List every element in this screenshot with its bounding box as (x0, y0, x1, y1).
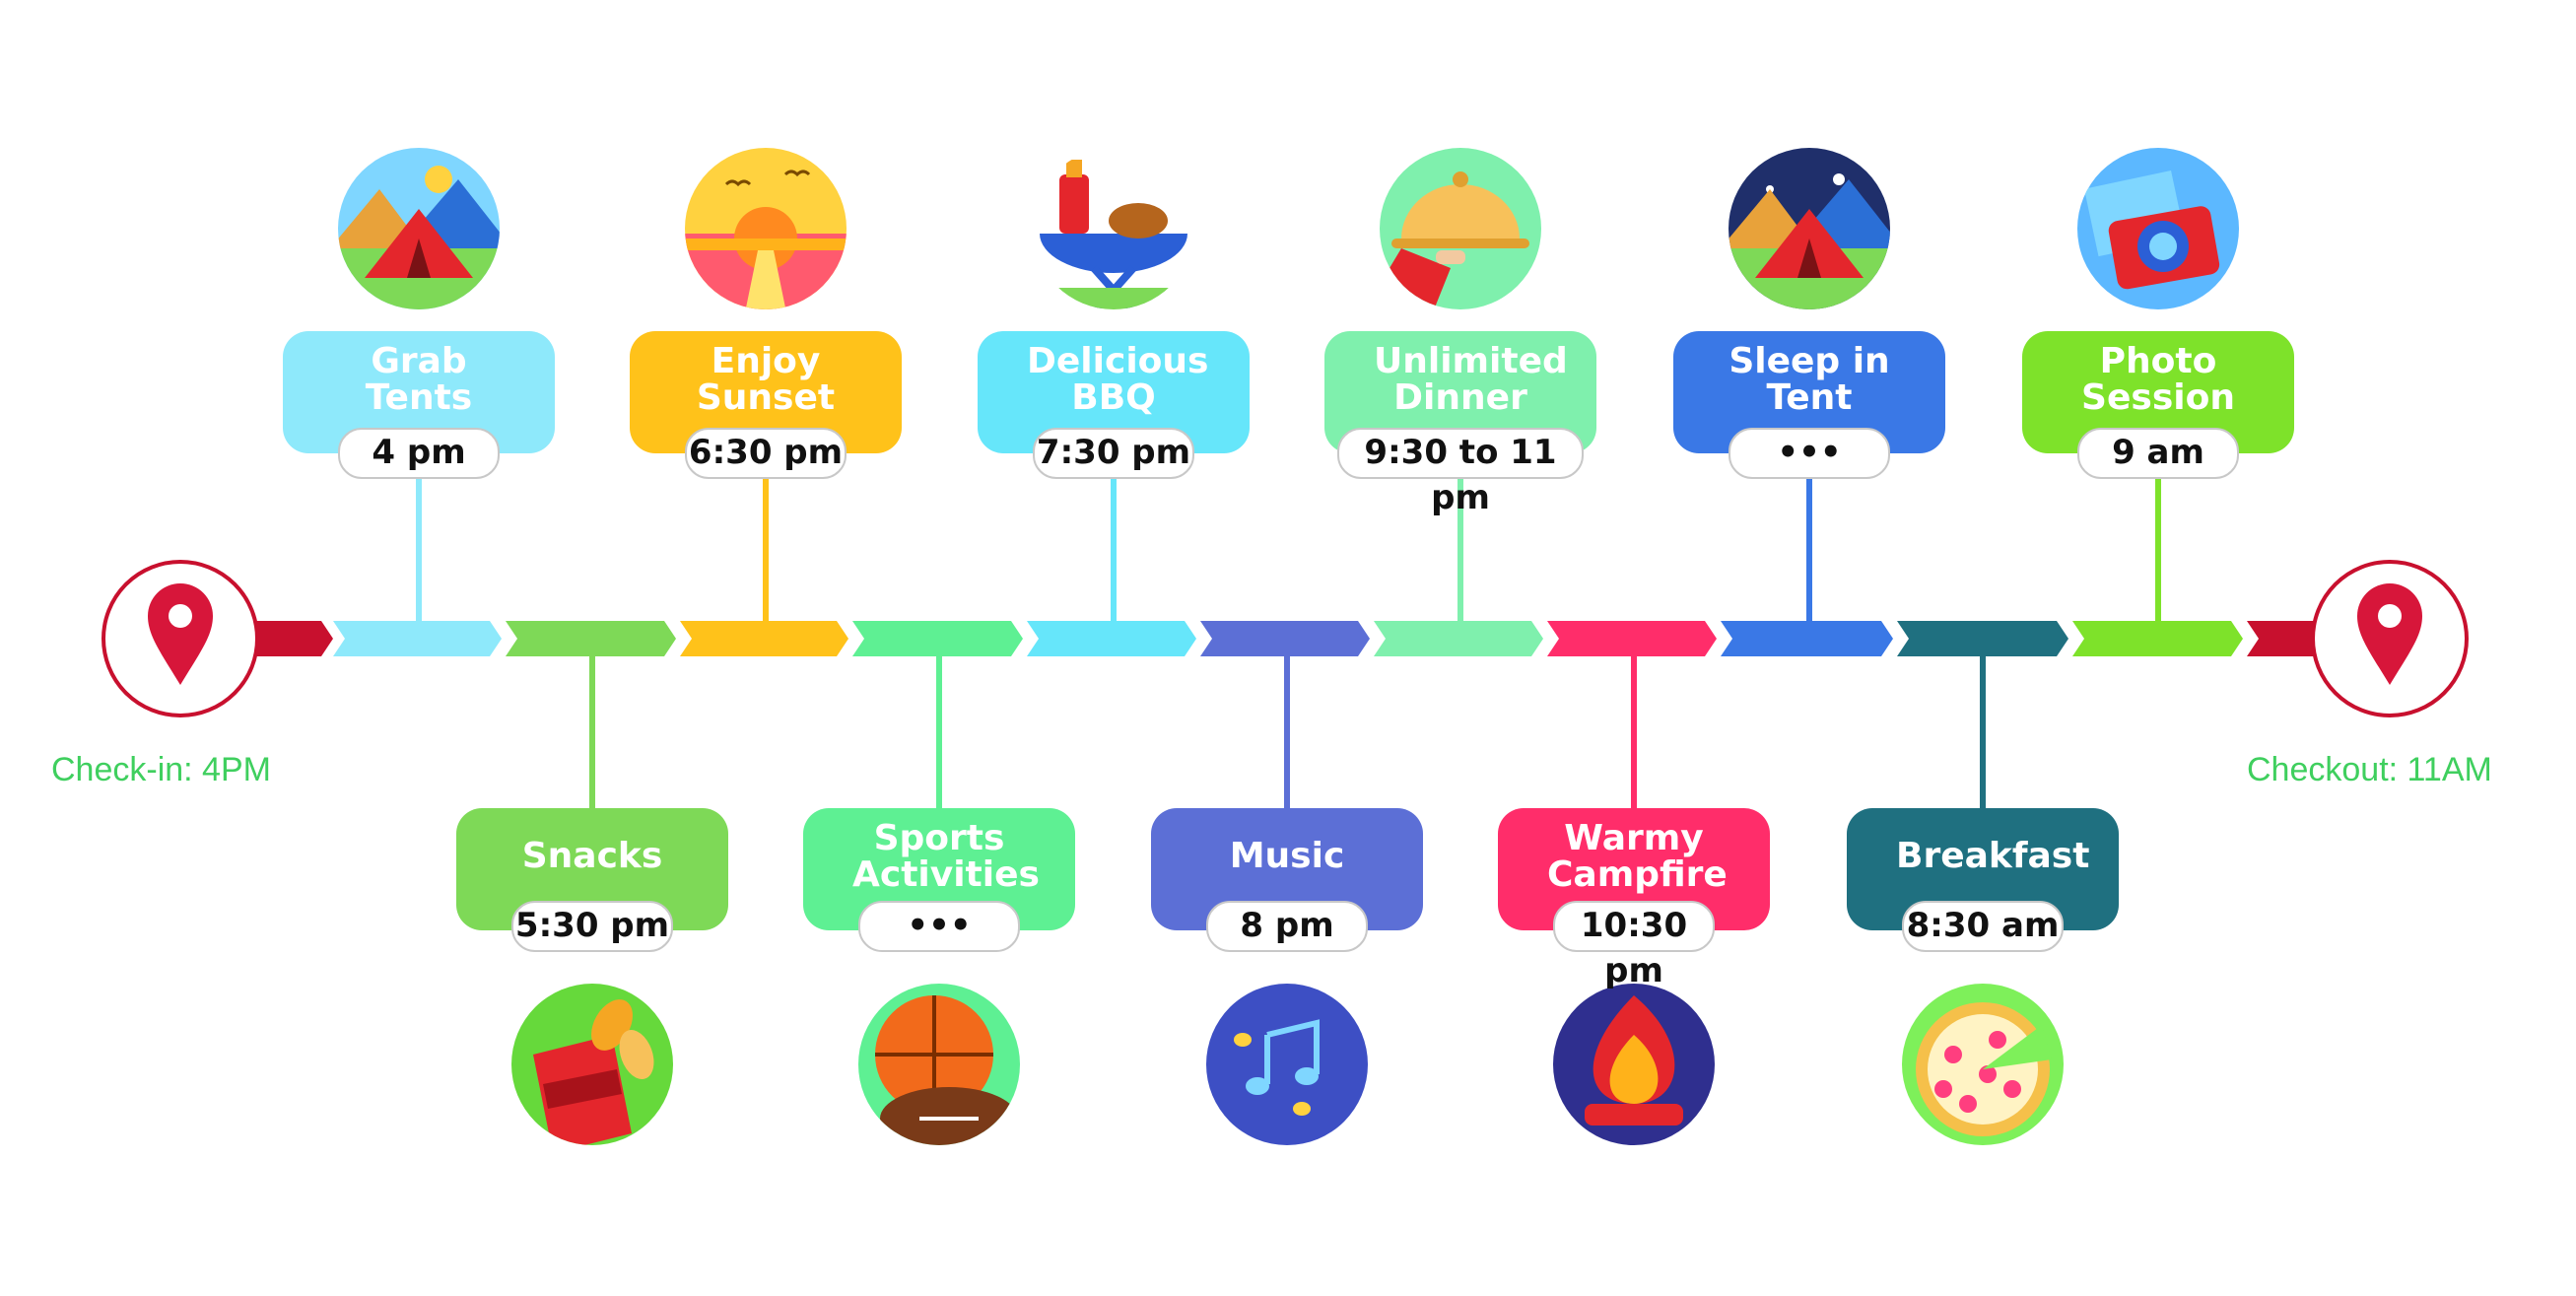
timeline-segment-3 (506, 621, 676, 656)
event-title-enjoy-sunset: Enjoy Sunset (696, 341, 836, 418)
event-title-sports-activities: Sports Activities (852, 818, 1040, 895)
event-time-enjoy-sunset: 6:30 pm (685, 428, 847, 479)
event-title-warmy-campfire: Warmy Campfire (1547, 818, 1728, 895)
timeline-segment-2 (333, 621, 502, 656)
event-box-warmy-campfire (1498, 808, 1770, 930)
event-time-unlimited-dinner: 9:30 to 11 pm (1337, 428, 1584, 517)
timeline-boxes (283, 331, 2294, 930)
timeline-segment-10 (1721, 621, 1893, 656)
event-box-music (1151, 808, 1423, 930)
pizza-breakfast-icon (1902, 984, 2064, 1145)
event-time-delicious-bbq: 7:30 pm (1033, 428, 1194, 479)
bbq-grill-icon (1033, 148, 1194, 309)
camping-tent-icon (338, 148, 500, 309)
event-title-breakfast: Breakfast (1896, 836, 2090, 876)
event-title-unlimited-dinner: Unlimited Dinner (1374, 341, 1568, 418)
checkout-label: Checkout: 11AM (2247, 751, 2492, 788)
event-box-sleep-in-tent (1673, 331, 1945, 453)
event-box-grab-tents (283, 331, 555, 453)
event-title-sleep-in-tent: Sleep in Tent (1729, 341, 1890, 418)
night-tent-icon (1729, 148, 1890, 309)
event-time-snacks: 5:30 pm (511, 901, 673, 952)
event-box-unlimited-dinner (1324, 331, 1596, 453)
event-time-breakfast: 8:30 am (1902, 901, 2064, 952)
timeline-segment-4 (680, 621, 848, 656)
timeline-segment-5 (852, 621, 1023, 656)
event-title-delicious-bbq: Delicious BBQ (1027, 341, 1209, 418)
event-time-sleep-in-tent: ••• (1729, 428, 1890, 479)
event-box-delicious-bbq (978, 331, 1250, 453)
timeline-segment-13 (2247, 621, 2316, 656)
timeline-segment-9 (1547, 621, 1717, 656)
timeline-segment-6 (1027, 621, 1196, 656)
event-time-warmy-campfire: 10:30 pm (1553, 901, 1715, 990)
end-pin-marker (2311, 560, 2469, 717)
event-time-sports-activities: ••• (858, 901, 1020, 952)
event-title-grab-tents: Grab Tents (365, 341, 473, 418)
music-notes-icon (1206, 984, 1368, 1145)
timeline-segment-8 (1374, 621, 1543, 656)
check-in-label: Check-in: 4PM (51, 751, 271, 788)
event-box-enjoy-sunset (630, 331, 902, 453)
event-time-photo-session: 9 am (2077, 428, 2239, 479)
event-box-sports-activities (803, 808, 1075, 930)
location-pin-icon (2357, 583, 2422, 685)
location-pin-icon (148, 583, 213, 685)
timeline-segment-7 (1200, 621, 1370, 656)
event-box-breakfast (1847, 808, 2119, 930)
cloche-dinner-icon (1380, 148, 1541, 309)
timeline-icons (338, 148, 2239, 1145)
event-time-music: 8 pm (1206, 901, 1368, 952)
sunset-icon (685, 148, 847, 309)
event-title-photo-session: Photo Session (2081, 341, 2235, 418)
start-pin-marker (102, 560, 259, 717)
event-time-grab-tents: 4 pm (338, 428, 500, 479)
campfire-icon (1553, 984, 1715, 1145)
chips-snack-icon (511, 984, 673, 1145)
timeline-segment-11 (1897, 621, 2068, 656)
timeline-segment-12 (2072, 621, 2243, 656)
timeline-track (251, 621, 2316, 656)
event-title-snacks: Snacks (521, 836, 663, 876)
event-title-music: Music (1229, 836, 1345, 876)
basketball-football-icon (858, 984, 1020, 1145)
event-box-snacks (456, 808, 728, 930)
camera-photo-icon (2077, 148, 2239, 309)
event-box-photo-session (2022, 331, 2294, 453)
timeline-segment-1 (251, 621, 333, 656)
timeline-connectors (416, 479, 2161, 808)
